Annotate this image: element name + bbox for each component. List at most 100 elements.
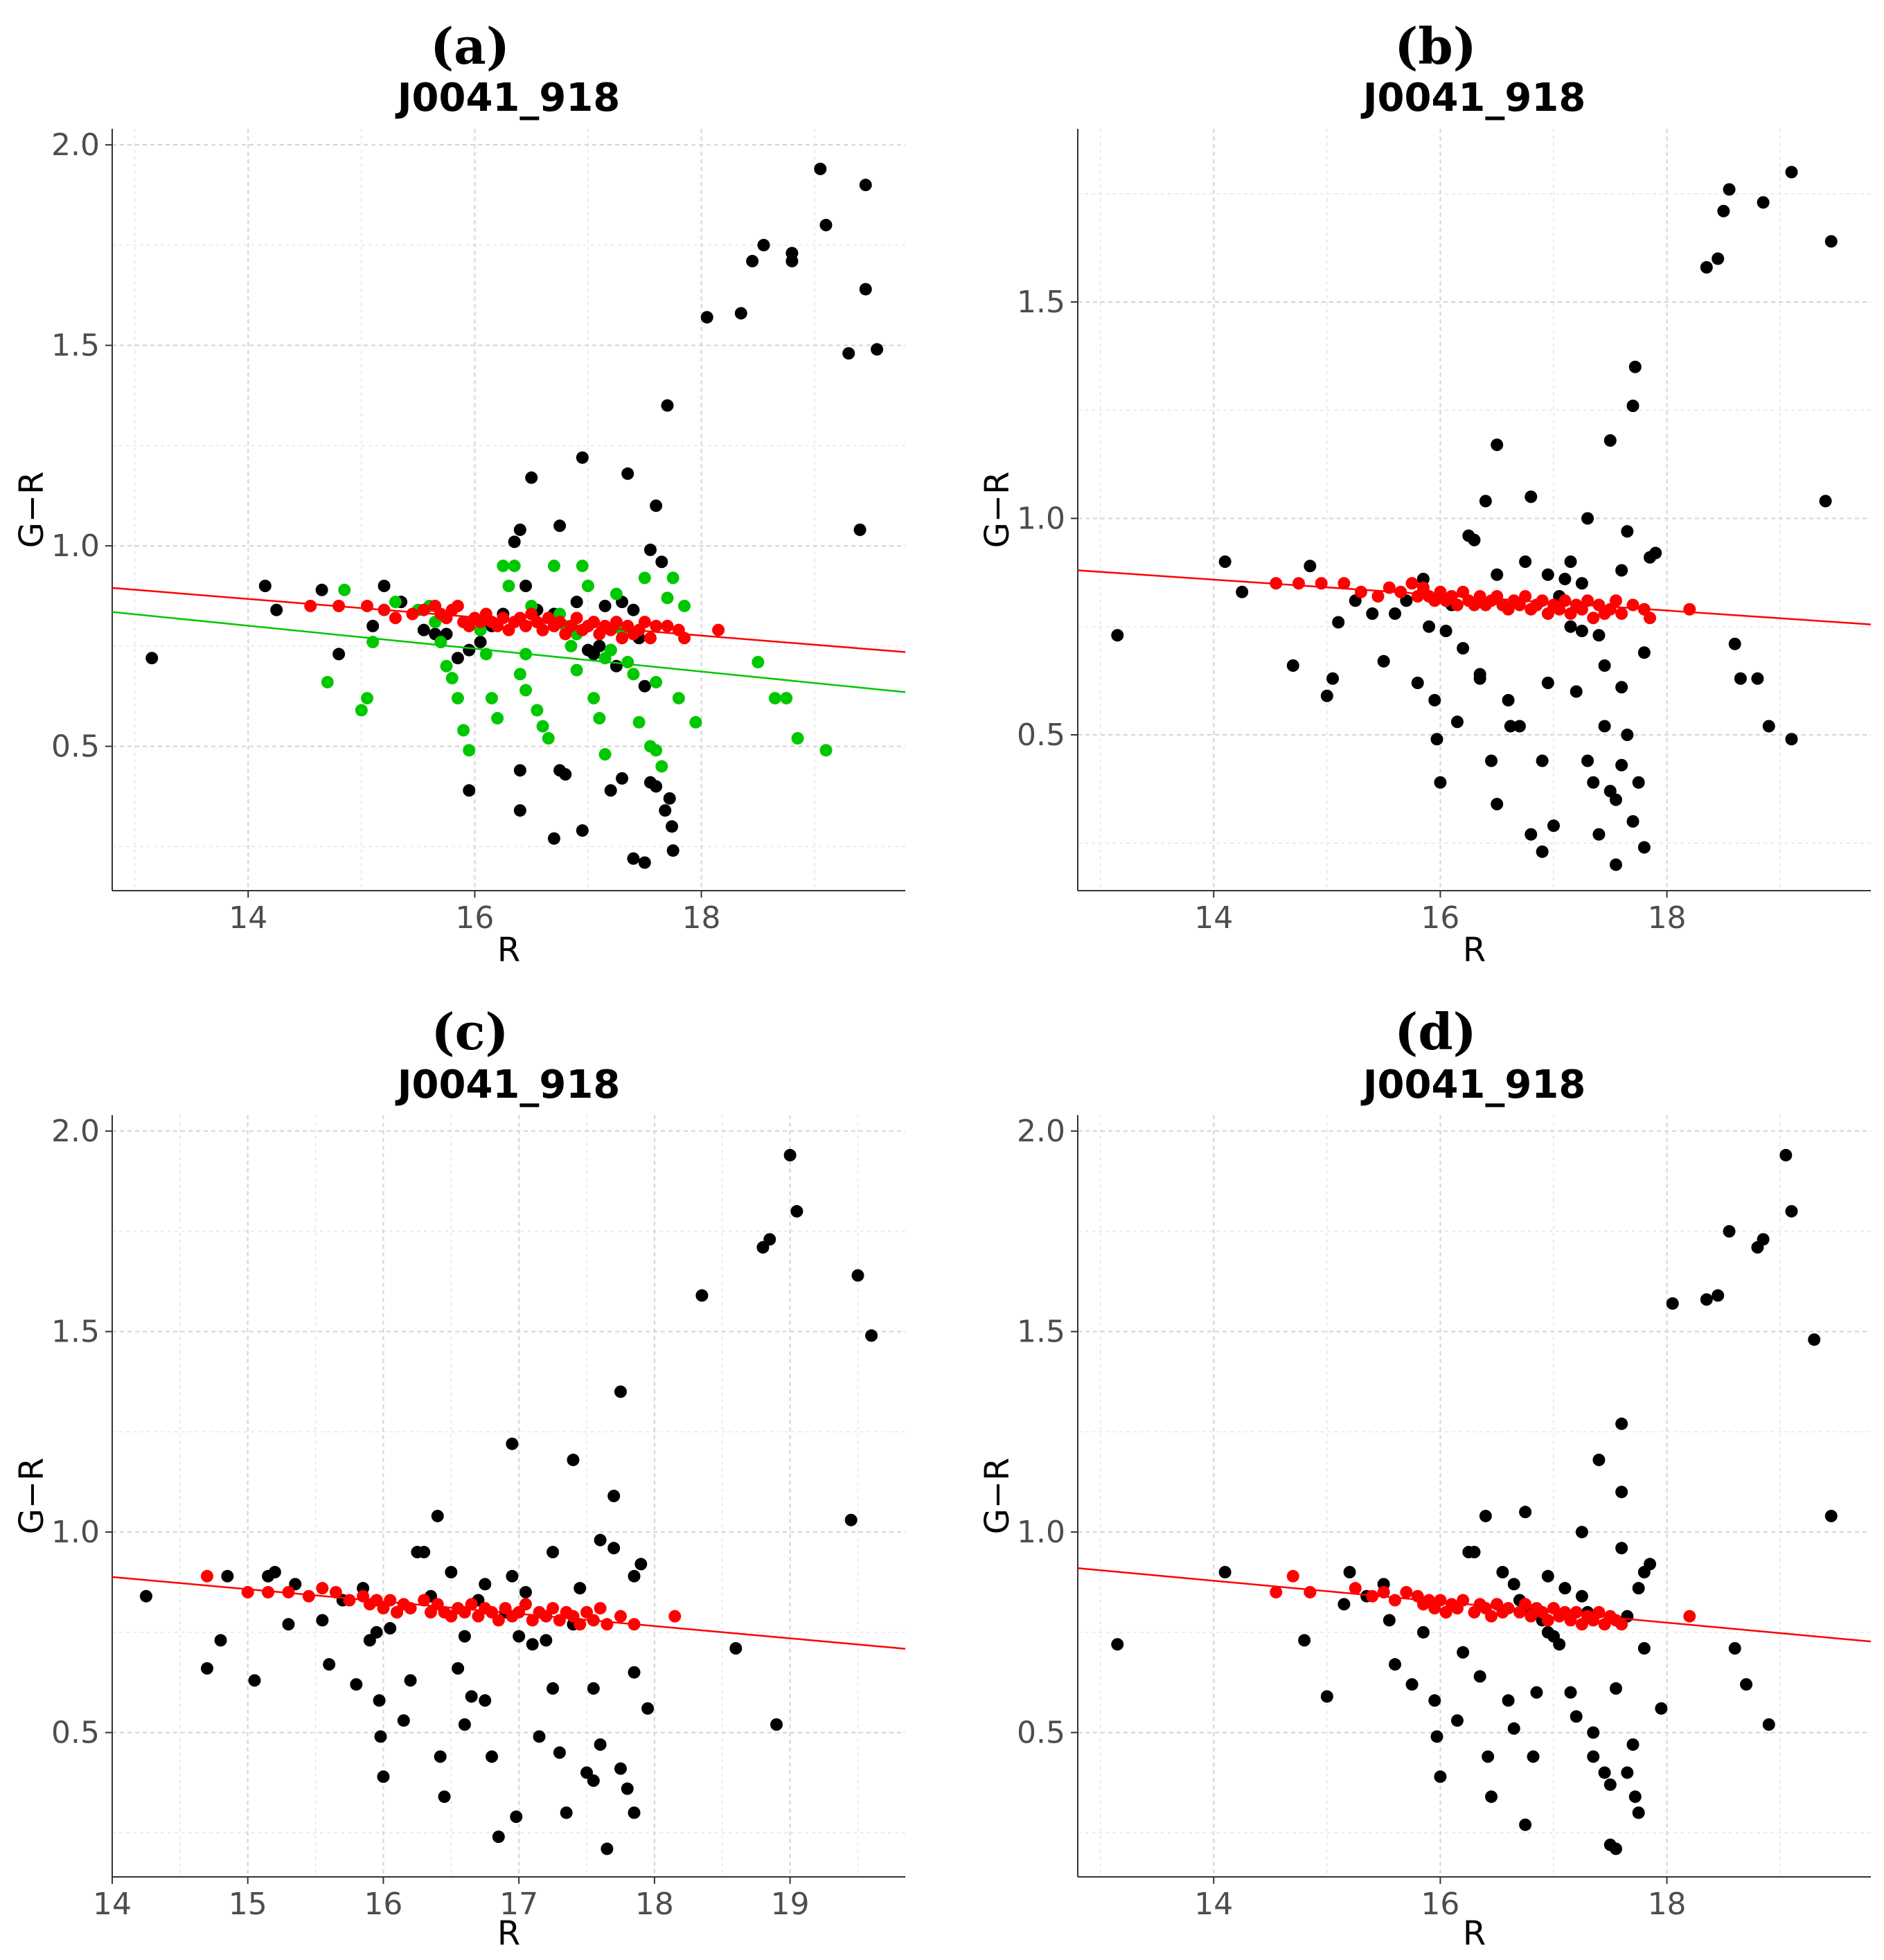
data-point-red [1519, 590, 1532, 603]
data-point-black [1564, 620, 1577, 633]
data-point-red [668, 1610, 682, 1623]
panel-label: (d) [1394, 1002, 1476, 1061]
data-point-black [1570, 1710, 1583, 1723]
y-tick-label: 1.0 [51, 1515, 100, 1550]
data-point-black [366, 619, 380, 632]
data-point-black [526, 1638, 539, 1651]
data-point-red [614, 1610, 627, 1623]
data-point-black [1779, 1148, 1793, 1161]
fit-line-red [112, 1576, 905, 1650]
data-point-green [513, 668, 526, 681]
data-point-black [1575, 1589, 1588, 1603]
data-point-black [757, 238, 770, 251]
data-point-red [451, 599, 464, 612]
data-point-black [139, 1589, 152, 1603]
data-point-red [201, 1569, 214, 1583]
data-point-red [594, 1602, 607, 1615]
series-black [1111, 1148, 1838, 1855]
plot-area [112, 162, 905, 869]
data-point-black [1740, 1678, 1753, 1691]
data-point-black [486, 1750, 499, 1763]
series-green [321, 560, 833, 773]
y-tick-label: 1.0 [51, 528, 100, 564]
data-point-black [332, 648, 346, 661]
data-point-black [1628, 360, 1642, 373]
data-point-black [865, 1329, 878, 1342]
data-point-green [621, 656, 634, 668]
data-point-black [1626, 400, 1639, 412]
data-point-black [315, 583, 328, 596]
panel-label: (b) [1394, 17, 1476, 75]
data-point-black [404, 1674, 417, 1687]
data-point-red [570, 612, 583, 625]
data-point-black [1626, 1738, 1639, 1751]
data-point-black [1536, 845, 1549, 858]
data-point-black [1603, 1778, 1617, 1791]
data-point-red [616, 632, 629, 645]
data-point-black [1603, 434, 1617, 447]
data-point-black [1598, 1766, 1611, 1779]
data-point-red [1587, 612, 1600, 625]
data-point-red [492, 1614, 505, 1627]
data-point-black [377, 580, 391, 592]
data-point-red [661, 619, 674, 632]
data-point-black [1581, 754, 1594, 767]
data-point-black [1468, 1546, 1481, 1559]
data-point-black [214, 1634, 227, 1647]
data-point-black [628, 1666, 641, 1679]
data-point-black [513, 804, 526, 817]
data-point-black [666, 844, 679, 857]
data-point-black [1609, 1842, 1622, 1855]
data-point-red [497, 612, 510, 625]
data-point-black [248, 1674, 261, 1687]
y-tick-label: 1.0 [1017, 501, 1065, 537]
data-point-black [1575, 625, 1588, 637]
data-point-black [1428, 1694, 1441, 1707]
data-point-green [650, 675, 663, 688]
y-tick-label: 1.5 [51, 1315, 100, 1350]
series-red [304, 599, 725, 645]
data-point-red [1683, 603, 1696, 616]
data-point-black [479, 1578, 492, 1591]
x-tick-label: 19 [771, 1887, 810, 1922]
data-point-black [1598, 659, 1611, 672]
data-point-black [1728, 1642, 1741, 1655]
data-point-black [851, 1269, 864, 1282]
data-point-black [434, 1750, 447, 1763]
data-point-black [270, 603, 283, 616]
data-point-black [643, 776, 657, 789]
data-point-black [627, 603, 640, 616]
data-point-black [508, 535, 521, 549]
data-point-black [201, 1661, 214, 1675]
data-point-black [621, 1782, 634, 1795]
data-point-black [576, 824, 589, 837]
data-point-black [1700, 1293, 1713, 1306]
data-point-black [1621, 729, 1634, 741]
data-point-black [587, 1682, 600, 1695]
data-point-black [729, 1642, 743, 1655]
data-point-red [1581, 594, 1594, 607]
data-point-black [1621, 525, 1634, 538]
y-axis-label: G−R [978, 1458, 1017, 1535]
data-point-black [1541, 1569, 1554, 1583]
data-point-black [445, 1566, 458, 1578]
data-point-black [1457, 642, 1470, 654]
data-point-black [627, 852, 640, 865]
data-point-black [1819, 495, 1832, 508]
data-point-black [1450, 715, 1464, 729]
data-point-red [712, 623, 725, 636]
data-point-black [1389, 1658, 1401, 1671]
data-point-black [1762, 1718, 1775, 1731]
data-point-black [258, 580, 272, 592]
data-point-black [438, 1790, 451, 1803]
data-point-green [819, 744, 833, 757]
data-point-black [1434, 776, 1447, 789]
data-point-green [655, 760, 668, 773]
data-point-red [304, 599, 317, 612]
data-point-green [502, 580, 515, 592]
data-point-black [607, 1490, 621, 1502]
data-point-red [262, 1585, 275, 1598]
y-tick-label: 1.5 [1017, 285, 1065, 320]
data-point-black [1632, 1806, 1645, 1819]
data-point-black [221, 1569, 234, 1583]
